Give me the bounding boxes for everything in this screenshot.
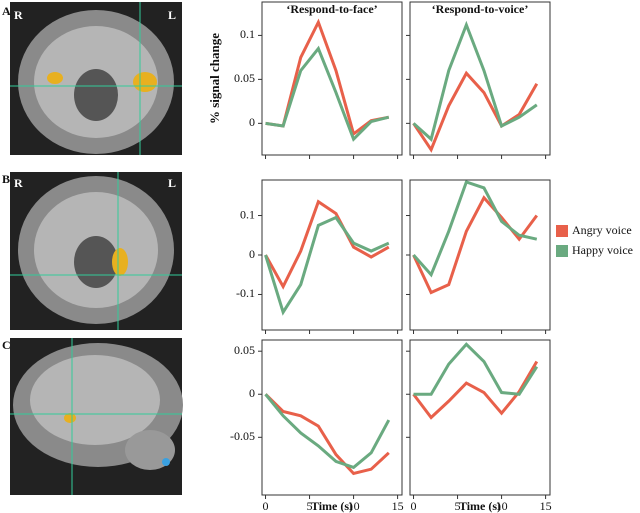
orientation-label: L [168, 8, 176, 22]
series-line [264, 393, 390, 476]
x-tick-label: 10 [348, 499, 360, 513]
activation [112, 248, 128, 276]
x-tick-label: 5 [307, 499, 313, 513]
brain-shape [74, 69, 118, 121]
x-tick-label: 0 [411, 499, 417, 513]
y-tick-label: 0.05 [234, 343, 255, 357]
column-title: ‘Respond-to-voice’ [432, 2, 529, 16]
y-axis-label: % signal change [207, 33, 222, 124]
x-tick-label: 10 [496, 499, 508, 513]
y-tick-label: 0 [249, 247, 255, 261]
orientation-label: R [14, 176, 23, 190]
x-tick-label: 5 [455, 499, 461, 513]
series-line [412, 70, 539, 153]
series-line [265, 45, 390, 142]
orientation-label: R [14, 8, 23, 22]
x-axis-label: Time (s) [459, 499, 501, 513]
y-tick-label: 0 [249, 386, 255, 400]
x-tick-label: 15 [392, 499, 404, 513]
series-line [264, 393, 391, 470]
plot-frame [261, 1, 403, 156]
column-title: ‘Respond-to-face’ [286, 2, 377, 16]
series-line [412, 20, 538, 142]
activation [47, 72, 63, 84]
brain-shape [125, 430, 175, 470]
panel-label: B [2, 172, 10, 186]
series-line [412, 195, 538, 295]
brain-shape [30, 355, 160, 445]
legend-swatch [556, 245, 568, 257]
brain-images [10, 2, 183, 495]
y-tick-label: -0.05 [230, 429, 255, 443]
x-axis-label: Time (s) [311, 499, 353, 513]
orientation-label: L [168, 176, 176, 190]
activation [162, 458, 170, 466]
y-tick-label: 0 [249, 115, 255, 129]
legend-swatch [556, 225, 568, 237]
y-tick-label: 0.1 [240, 207, 255, 221]
legend-label: Angry voice [572, 223, 632, 237]
series-line [412, 180, 538, 278]
legend-label: Happy voice [572, 243, 633, 257]
series-line [264, 215, 390, 316]
y-tick-label: -0.1 [236, 286, 255, 300]
y-tick-label: 0.05 [234, 71, 255, 85]
brain-shape [74, 236, 118, 288]
series-line [412, 360, 539, 420]
series-line [264, 199, 390, 290]
activation [133, 72, 157, 92]
panel-label: C [2, 338, 11, 352]
x-tick-label: 15 [540, 499, 552, 513]
plot-frame [409, 339, 551, 496]
series-line [265, 18, 390, 137]
y-tick-label: 0.1 [240, 27, 255, 41]
plot-frame [261, 339, 403, 496]
panel-label: A [2, 4, 11, 18]
series-line [413, 342, 539, 396]
plot-frame [409, 1, 551, 156]
activation [64, 413, 76, 423]
x-tick-label: 0 [263, 499, 269, 513]
